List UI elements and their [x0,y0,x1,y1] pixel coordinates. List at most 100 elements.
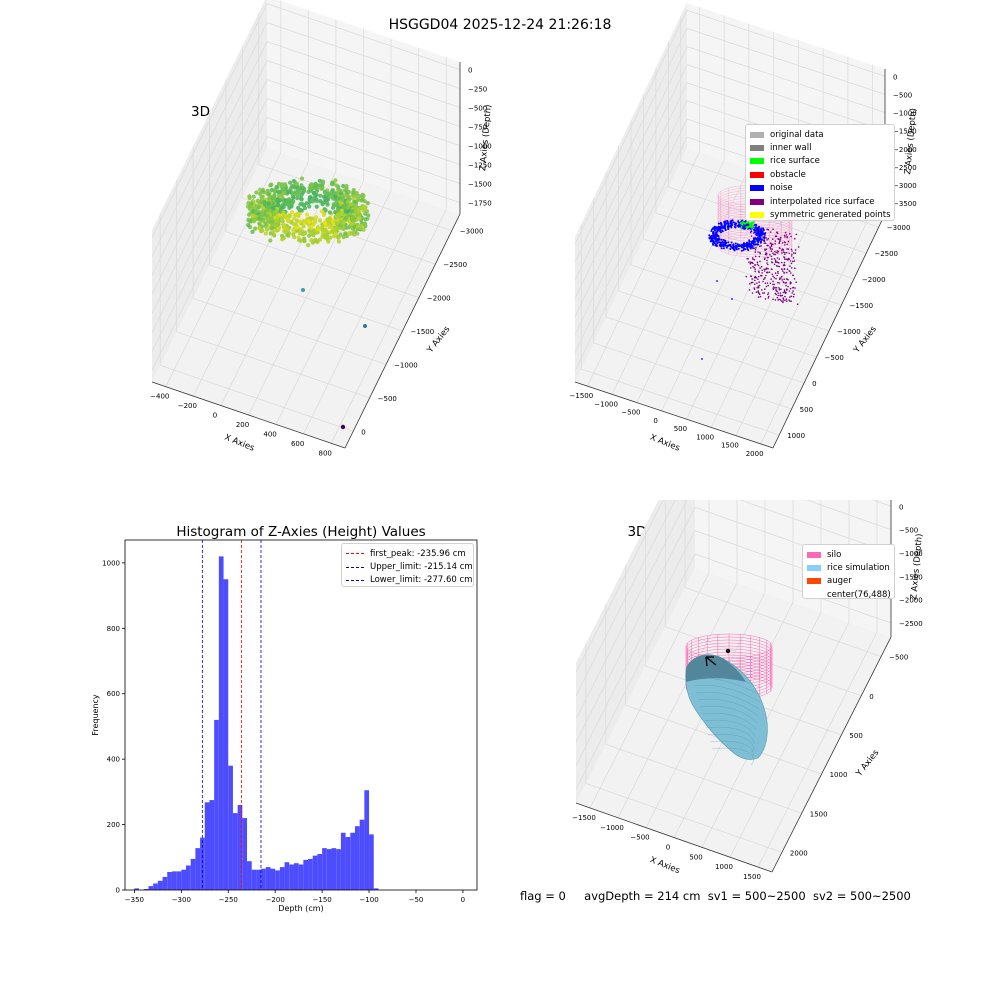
plot2-interpolated-point [754,249,757,251]
plot2-legend-swatch [750,145,764,152]
plot4-surface-wire [693,684,761,703]
plot2-interpolated-point [759,267,761,269]
plot2-noise-point [716,245,718,247]
plot2-interpolated-point [784,295,786,298]
plot2-noise-point [720,222,723,225]
plot2-interpolated-point [772,298,774,301]
plot1-data-point [301,288,305,292]
plot1-data-point [298,196,304,201]
plot1-data-point [250,229,255,234]
plot2-interpolated-point [761,275,763,277]
plot1-data-point [363,217,368,222]
plot2-noise-point [720,231,722,234]
plot1-data-point [315,227,320,232]
plot1-data-point [275,197,280,202]
plot2-noise-point [718,241,721,244]
plot1-z-tick-label: −1750 [468,200,492,208]
plot4-z-axis-label: Z Axies (Depth) [909,533,925,600]
plot2-interpolated-point [772,283,774,286]
plot2-interpolated-point [751,278,753,280]
plot2-interpolated-point [783,261,786,264]
plot4-grid-line [575,500,676,696]
plot2-noise-point [708,234,711,237]
plot2-grid-line [605,316,805,384]
plot4-y-tick-label: −500 [889,654,908,662]
plot2-interpolated-point [774,240,777,242]
plot1-y-tick-label: −3000 [460,228,484,236]
plot1-data-point [247,194,252,199]
plot2-interpolated-point [761,272,763,274]
plot4-y-axis-label: Y Axies [854,748,882,780]
plot2-interpolated-point [779,236,782,239]
plot2-rice-surface-point [749,224,752,227]
plot1-data-point [302,206,308,211]
plot2-interpolated-point [759,245,761,248]
plot2-interpolated-point [753,247,756,249]
plot1-y-tick-label: −1500 [411,328,435,336]
plot4-z-tick-label: −1500 [899,573,923,581]
plot2-interpolated-point [779,278,781,281]
plot1-data-point [296,205,301,210]
plot1-data-point [292,191,297,196]
plot2-x-axis [574,381,774,449]
plot1-data-point [272,193,277,198]
plot2-noise-point [755,224,758,226]
plot2-grid-line [630,264,830,332]
plot1-data-point [291,232,296,237]
histogram-bar [265,867,271,890]
plot4-legend-label: rice simulation [827,563,890,574]
plot1-data-point [352,224,357,229]
plot4-grid-line [757,631,878,868]
plot4-z-tick-label: −2000 [899,597,923,605]
plot2-interpolated-point [784,236,786,238]
plot1-data-point [286,202,291,207]
plot1-data-point [355,198,360,203]
plot1-data-point [251,209,256,214]
plot2-interpolated-point [771,258,773,260]
plot1-data-point [301,224,306,229]
plot2-legend-item: obstacle [750,168,890,181]
plot2-interpolated-point [793,260,796,262]
plot2-interpolated-point [785,234,788,236]
plot2-interpolated-point [785,284,787,287]
plot1-data-point [363,221,368,226]
plot2-interpolated-point [769,254,771,256]
plot2-interpolated-point [790,248,793,251]
plot1-data-point [311,233,316,238]
plot2-noise-point [719,245,722,248]
histogram-x-tick-label: −300 [172,896,191,904]
plot1-data-point [318,183,323,188]
plot2-noise-point [722,239,725,241]
plot1-data-point [251,194,256,199]
plot1-data-point [302,238,307,243]
plot2-interpolated-point [777,265,779,268]
plot2-noise-point [715,226,718,229]
histogram-bar [340,832,346,890]
plot2-z-tick-label: −3000 [893,182,917,190]
plot2-legend-swatch [750,198,764,205]
plot1-data-point [329,225,334,230]
histogram-bar [322,848,327,890]
plot2-interpolated-point [793,278,796,280]
plot2-interpolated-point [777,272,779,275]
plot1-data-point [291,199,296,204]
plot2-interpolated-point [775,265,778,267]
plot2-noise-point [714,232,717,235]
plot2-noise-point [754,229,757,232]
plot2-interpolated-point [777,270,779,273]
plot1-data-point [349,221,354,226]
plot2-noise-point [752,241,755,244]
plot2-interpolated-point [764,276,766,279]
plot1-data-point [275,222,280,227]
plot1-data-point [246,201,251,206]
plot4-grid-line [575,553,696,790]
plot2-interpolated-point [758,270,760,273]
plot2-noise-point [701,358,703,360]
plot1-data-point [270,226,275,231]
plot2-interpolated-point [760,245,762,247]
plot1-data-point [311,228,316,234]
plot1-data-point [336,208,341,213]
plot2-interpolated-point [786,248,788,250]
plot1-x-axis [151,381,346,449]
histogram-bar [190,858,196,890]
